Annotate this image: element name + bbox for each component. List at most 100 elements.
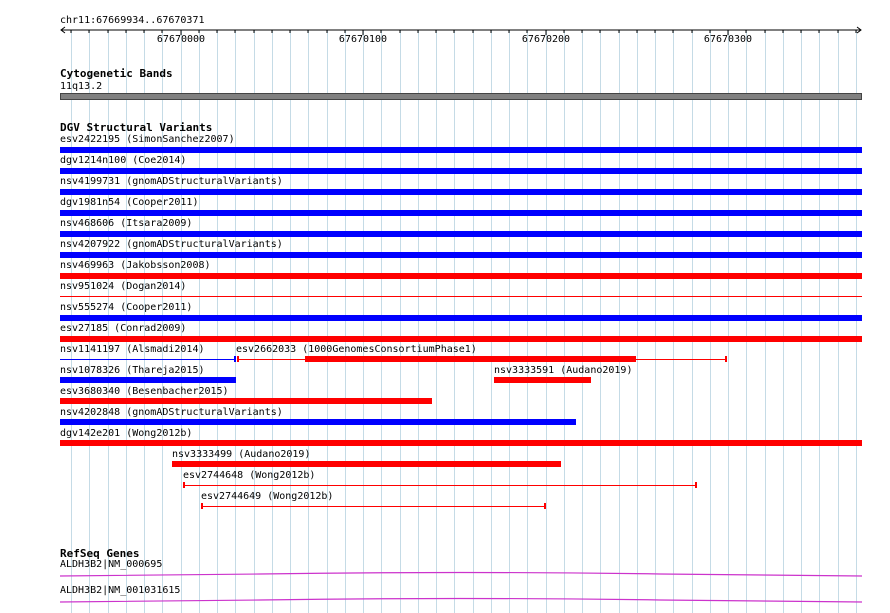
grid-line <box>290 30 291 613</box>
grid-line <box>144 30 145 613</box>
feature-label: esv2744648 (Wong2012b) <box>183 470 316 481</box>
grid-line <box>564 30 565 613</box>
feature-bar[interactable] <box>305 356 636 362</box>
cytoband-bar[interactable] <box>60 93 862 100</box>
feature-bar[interactable] <box>238 359 306 360</box>
feature-bar[interactable] <box>60 336 862 342</box>
grid-line <box>527 30 528 613</box>
grid-line <box>619 30 620 613</box>
feature-bar[interactable] <box>60 231 862 237</box>
grid-line <box>692 30 693 613</box>
locus-label: chr11:67669934..67670371 <box>60 15 205 26</box>
gene-label: ALDH3B2|NM_001031615 <box>60 585 181 596</box>
ruler-tick-label: 67670300 <box>703 34 753 45</box>
grid-line <box>655 30 656 613</box>
feature-bar[interactable] <box>60 419 576 425</box>
grid-line <box>162 30 163 613</box>
grid-line <box>546 30 547 613</box>
feature-label: nsv4207922 (gnomADStructuralVariants) <box>60 239 283 250</box>
feature-bar[interactable] <box>202 506 546 507</box>
grid-line <box>181 30 182 613</box>
grid-line <box>473 30 474 613</box>
grid-line <box>637 30 638 613</box>
gene-model[interactable] <box>60 570 862 580</box>
feature-label: nsv1078326 (Thareja2015) <box>60 365 205 376</box>
feature-label: esv27185 (Conrad2009) <box>60 323 187 334</box>
feature-label: nsv4202848 (gnomADStructuralVariants) <box>60 407 283 418</box>
feature-bar[interactable] <box>60 315 862 321</box>
grid-line <box>108 30 109 613</box>
feature-bar[interactable] <box>60 147 862 153</box>
grid-line <box>436 30 437 613</box>
grid-line <box>345 30 346 613</box>
feature-bar[interactable] <box>636 359 726 360</box>
grid-line <box>801 30 802 613</box>
cytoband-track-title: Cytogenetic Bands <box>60 67 173 80</box>
grid-line <box>600 30 601 613</box>
grid-line <box>71 30 72 613</box>
feature-bar[interactable] <box>60 252 862 258</box>
dgv-track-title: DGV Structural Variants <box>60 121 213 134</box>
feature-label: dgv1214n100 (Coe2014) <box>60 155 187 166</box>
grid-line <box>765 30 766 613</box>
grid-line <box>454 30 455 613</box>
grid-line <box>838 30 839 613</box>
feature-bar-end <box>234 356 236 362</box>
feature-label: esv2744649 (Wong2012b) <box>201 491 334 502</box>
feature-bar[interactable] <box>172 461 561 467</box>
grid-line <box>126 30 127 613</box>
grid-line <box>728 30 729 613</box>
grid-line <box>819 30 820 613</box>
feature-label: nsv3333591 (Audano2019) <box>494 365 633 376</box>
feature-label: nsv3333499 (Audano2019) <box>172 449 311 460</box>
feature-label: nsv1141197 (Alsmadi2014) <box>60 344 205 355</box>
feature-bar-end <box>695 482 697 488</box>
feature-label: nsv4199731 (gnomADStructuralVariants) <box>60 176 283 187</box>
feature-bar-end <box>725 356 727 362</box>
grid-line <box>254 30 255 613</box>
feature-label: nsv469963 (Jakobsson2008) <box>60 260 211 271</box>
feature-label: esv3680340 (Besenbacher2015) <box>60 386 229 397</box>
feature-bar[interactable] <box>60 359 235 360</box>
grid-line <box>783 30 784 613</box>
ruler-tick-label: 67670000 <box>156 34 206 45</box>
grid-line <box>363 30 364 613</box>
grid-line <box>381 30 382 613</box>
grid-line <box>235 30 236 613</box>
refseq-track-title: RefSeq Genes <box>60 547 140 560</box>
grid-line <box>272 30 273 613</box>
feature-bar[interactable] <box>60 398 432 404</box>
feature-bar[interactable] <box>60 440 862 446</box>
ruler-tick-label: 67670200 <box>521 34 571 45</box>
grid-line <box>491 30 492 613</box>
feature-label: dgv142e201 (Wong2012b) <box>60 428 193 439</box>
feature-bar[interactable] <box>60 377 236 383</box>
feature-bar[interactable] <box>60 273 862 279</box>
grid-line <box>856 30 857 613</box>
feature-bar[interactable] <box>60 168 862 174</box>
grid-line <box>400 30 401 613</box>
feature-bar-end <box>544 503 546 509</box>
grid-line <box>509 30 510 613</box>
feature-label: nsv555274 (Cooper2011) <box>60 302 193 313</box>
ruler-tick-label: 67670100 <box>338 34 388 45</box>
feature-bar[interactable] <box>494 377 591 383</box>
grid-line <box>673 30 674 613</box>
feature-bar[interactable] <box>60 210 862 216</box>
grid-line <box>217 30 218 613</box>
feature-bar[interactable] <box>184 485 697 486</box>
feature-bar[interactable] <box>60 296 862 297</box>
feature-label: nsv951024 (Dogan2014) <box>60 281 187 292</box>
feature-label: nsv468606 (Itsara2009) <box>60 218 193 229</box>
scale-ruler[interactable] <box>0 0 890 60</box>
feature-bar[interactable] <box>60 189 862 195</box>
grid-line <box>746 30 747 613</box>
grid-line <box>582 30 583 613</box>
feature-label: esv2422195 (SimonSanchez2007) <box>60 134 235 145</box>
grid-line <box>710 30 711 613</box>
gene-model[interactable] <box>60 596 862 606</box>
grid-line <box>199 30 200 613</box>
grid-line <box>327 30 328 613</box>
gene-label: ALDH3B2|NM_000695 <box>60 559 163 570</box>
